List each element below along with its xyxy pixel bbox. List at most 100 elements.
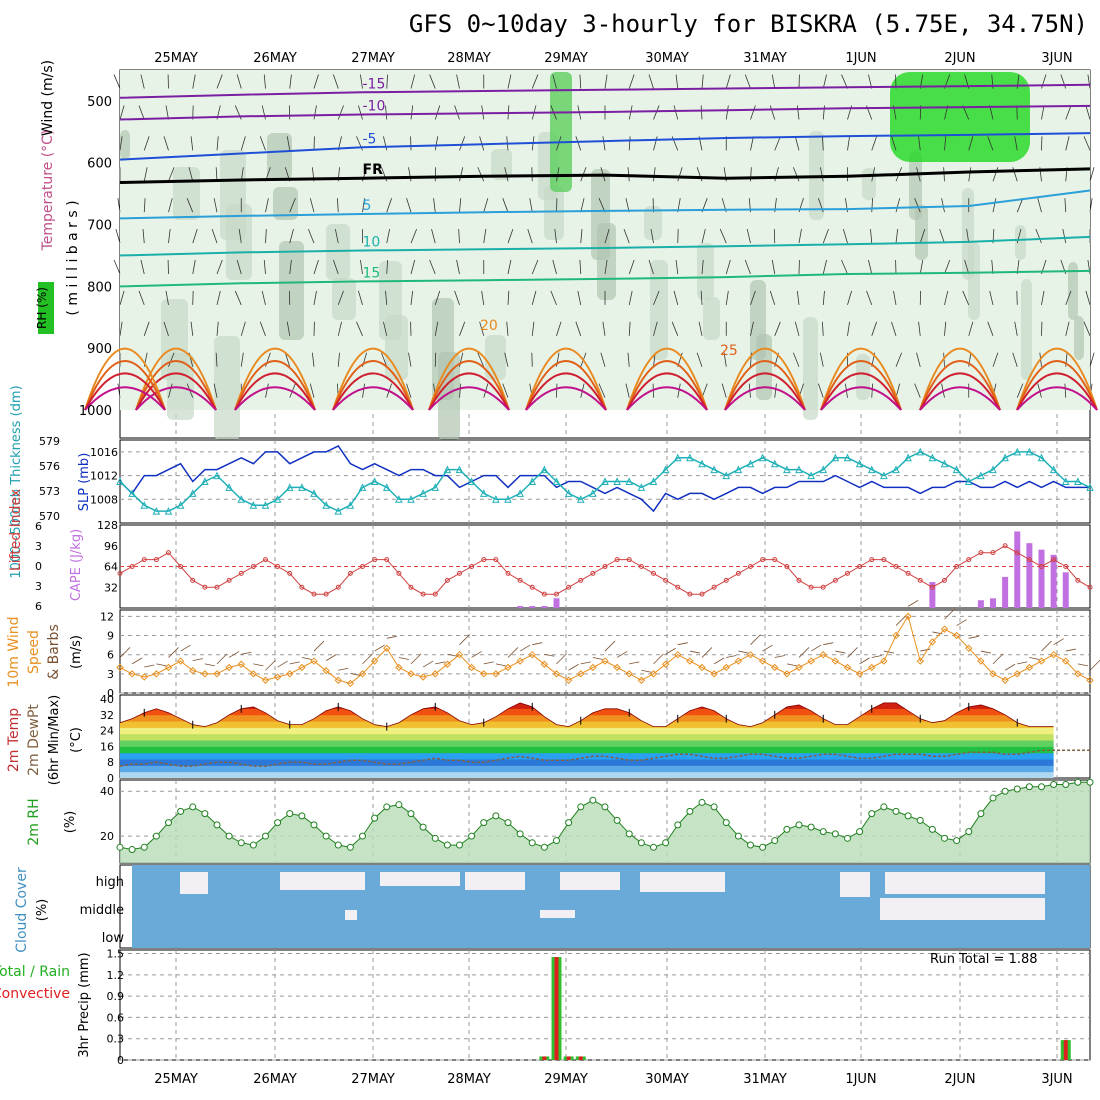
slp-line	[119, 444, 1090, 513]
isotherm-lobe	[919, 360, 1001, 411]
thickness-marker	[734, 465, 743, 474]
wind10-marker	[1013, 670, 1021, 678]
lifted-index-marker	[1087, 584, 1093, 590]
rh2m-marker	[662, 839, 670, 847]
wind-barb	[673, 290, 679, 306]
wind-barb	[143, 167, 148, 182]
isotherm-lobe	[525, 360, 607, 411]
rh2m-marker	[868, 810, 876, 818]
wind10-marker	[128, 670, 136, 678]
isotherm-lobe	[626, 386, 708, 411]
wind-barb	[598, 198, 606, 213]
isotherm-lobe	[135, 372, 217, 411]
wind10-barb	[944, 608, 955, 620]
wind-barb	[968, 167, 972, 182]
wind-barb	[143, 198, 146, 213]
isotherm-lobe	[525, 347, 607, 411]
thickness-marker	[686, 453, 694, 462]
wind10-marker	[868, 663, 876, 672]
wind-barb	[459, 167, 464, 182]
wind10-speed-line	[119, 615, 1091, 684]
precip-tick-label: 0.3	[107, 1033, 125, 1046]
lifted-index-marker	[287, 570, 293, 576]
wind-barb	[240, 136, 246, 151]
rh2m-marker	[601, 803, 609, 811]
wind-barb	[579, 259, 582, 275]
wind-barb	[868, 259, 873, 275]
rh2m-marker	[795, 821, 803, 829]
rh2m-marker	[674, 821, 682, 829]
wind-barb	[579, 74, 582, 89]
wind10-barb	[338, 667, 349, 671]
wind-barb	[313, 290, 317, 305]
wind-barb	[459, 198, 462, 213]
rh2m-marker	[177, 807, 185, 815]
isotherm-lobe	[332, 386, 414, 411]
wind10-barb	[253, 663, 264, 667]
wind-barb	[1037, 198, 1042, 213]
li-tick-label: 3	[35, 580, 42, 593]
wind-barb	[918, 321, 921, 336]
isotherm-lobe	[234, 372, 316, 411]
isotherm-lobe	[525, 372, 607, 411]
wind10-marker	[140, 673, 148, 681]
wind-barb	[142, 229, 145, 244]
wind10-marker	[407, 670, 415, 678]
rh2m-marker	[722, 819, 730, 827]
wind10-barb	[1041, 640, 1052, 652]
wind-barb	[604, 74, 608, 89]
thickness-marker	[1074, 477, 1082, 485]
rh-moist-area	[173, 167, 200, 220]
thickness-marker	[285, 483, 294, 491]
thickness-marker	[116, 477, 124, 485]
thickness-tick-label: 570	[39, 510, 60, 523]
wind-barb	[215, 352, 218, 367]
wind-barb	[383, 136, 388, 151]
wind10-marker	[686, 657, 694, 665]
wind10-barb	[168, 647, 179, 658]
wind-barb	[192, 259, 196, 275]
pressure-tick-label: 800	[87, 280, 112, 295]
wind10-marker	[734, 657, 743, 665]
lifted-index-marker	[323, 591, 329, 597]
temp-tick-label: 16	[100, 740, 114, 753]
wind-barb	[550, 290, 557, 306]
wind-barb	[841, 259, 848, 275]
lifted-index-marker	[626, 557, 632, 563]
isotherm-label: 20	[480, 318, 498, 334]
wind-barb	[822, 74, 827, 89]
wind10-marker	[431, 670, 439, 678]
wind-barb	[138, 290, 145, 306]
wind-barb	[502, 383, 509, 398]
lifted-index-marker	[263, 557, 268, 563]
thickness-marker	[576, 495, 585, 503]
wind10-marker	[1086, 676, 1094, 684]
thickness-marker	[201, 477, 209, 485]
wind10-barb	[592, 657, 603, 660]
rh-moist-area	[750, 280, 766, 360]
wind-barb	[580, 229, 583, 244]
thickness-marker	[661, 465, 670, 474]
thickness-marker	[613, 477, 621, 485]
wind-barb	[725, 259, 731, 275]
wind-barb	[261, 105, 266, 120]
lifted-index-marker	[966, 557, 972, 563]
wind-barb	[721, 383, 727, 398]
wind-barb	[337, 198, 339, 213]
wind10-marker	[286, 670, 294, 678]
precip-convective-bar	[542, 1056, 547, 1060]
rh-moist-area	[491, 149, 512, 180]
rh-moist-area	[432, 298, 454, 400]
thickness-marker	[867, 465, 876, 474]
wind-barb	[456, 74, 460, 89]
day-label-top: 2JUN	[944, 51, 975, 66]
temp-color-band	[120, 771, 1054, 778]
rh2m-marker	[237, 839, 245, 847]
wind10-barb	[495, 663, 506, 667]
wind10-barb	[823, 642, 834, 646]
wind10-barb	[192, 658, 203, 662]
wind10-barb	[616, 651, 628, 658]
thickness-marker	[807, 471, 815, 480]
wind-barb	[240, 321, 246, 336]
